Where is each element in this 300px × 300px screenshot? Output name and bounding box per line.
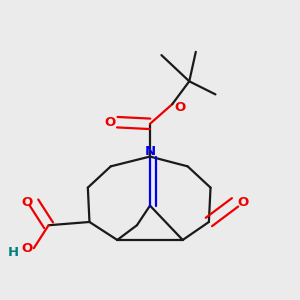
Text: O: O bbox=[174, 101, 185, 114]
Text: N: N bbox=[144, 145, 156, 158]
Text: O: O bbox=[21, 242, 32, 255]
Text: O: O bbox=[21, 196, 32, 209]
Text: O: O bbox=[104, 116, 116, 129]
Text: O: O bbox=[238, 196, 249, 209]
Text: H: H bbox=[8, 246, 19, 259]
